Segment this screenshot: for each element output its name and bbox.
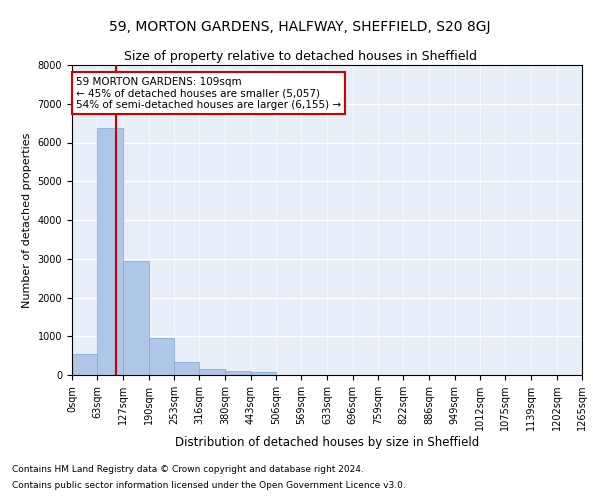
Bar xyxy=(251,372,276,375)
Bar xyxy=(72,354,97,375)
Text: Contains HM Land Registry data © Crown copyright and database right 2024.: Contains HM Land Registry data © Crown c… xyxy=(12,466,364,474)
Text: Size of property relative to detached houses in Sheffield: Size of property relative to detached ho… xyxy=(124,50,476,63)
Text: 59 MORTON GARDENS: 109sqm
← 45% of detached houses are smaller (5,057)
54% of se: 59 MORTON GARDENS: 109sqm ← 45% of detac… xyxy=(76,76,341,110)
X-axis label: Distribution of detached houses by size in Sheffield: Distribution of detached houses by size … xyxy=(175,436,479,449)
Bar xyxy=(97,128,123,375)
Bar xyxy=(174,362,199,375)
Y-axis label: Number of detached properties: Number of detached properties xyxy=(22,132,32,308)
Bar xyxy=(225,371,251,375)
Text: 59, MORTON GARDENS, HALFWAY, SHEFFIELD, S20 8GJ: 59, MORTON GARDENS, HALFWAY, SHEFFIELD, … xyxy=(109,20,491,34)
Bar xyxy=(123,260,149,375)
Text: Contains public sector information licensed under the Open Government Licence v3: Contains public sector information licen… xyxy=(12,480,406,490)
Bar xyxy=(199,369,225,375)
Bar xyxy=(149,338,174,375)
